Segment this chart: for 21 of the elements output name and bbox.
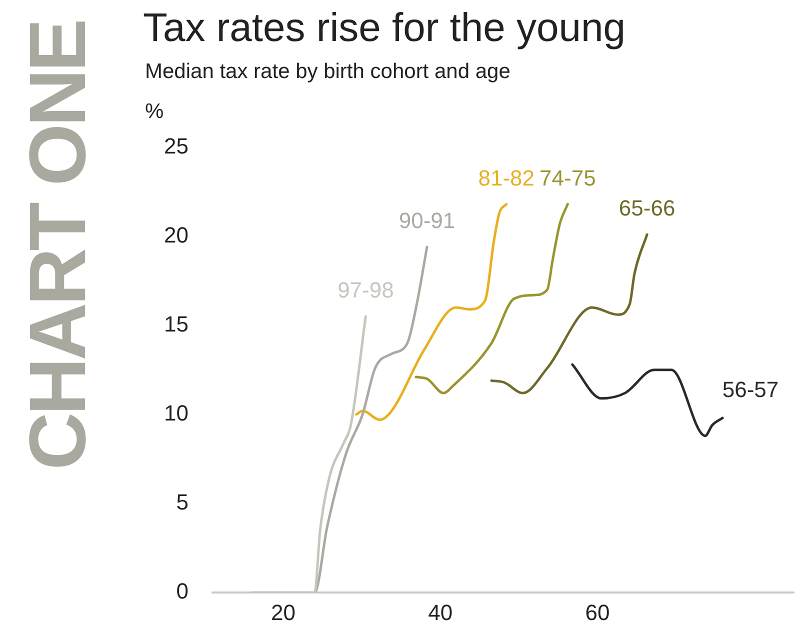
y-tick-label: 20 [164, 222, 188, 248]
y-tick-label: 15 [164, 311, 188, 336]
y-tick-label: 10 [164, 400, 188, 426]
x-tick-label: 20 [270, 600, 296, 625]
text: CHART ONE [12, 21, 103, 470]
x-tick-label: 40 [428, 600, 453, 625]
series-label: 65-66 [618, 196, 676, 221]
series-label: 81-82 [478, 165, 535, 190]
y-tick-label: 25 [164, 133, 188, 158]
y-tick-label: 5 [176, 490, 188, 515]
series-label: 97-98 [338, 278, 394, 303]
series-label: 74-75 [540, 165, 596, 190]
y-axis-title: % [145, 100, 164, 124]
x-tick-label: 60 [585, 600, 610, 625]
series-label: 56-57 [722, 377, 779, 402]
chart-subtitle: Median tax rate by birth cohort and age [145, 60, 510, 84]
line-series [490, 233, 648, 394]
chart-title: Tax rates rise for the young [143, 6, 626, 51]
y-tick-label: 0 [176, 578, 188, 604]
line-series [571, 363, 724, 438]
series-label: 90-91 [398, 208, 456, 234]
